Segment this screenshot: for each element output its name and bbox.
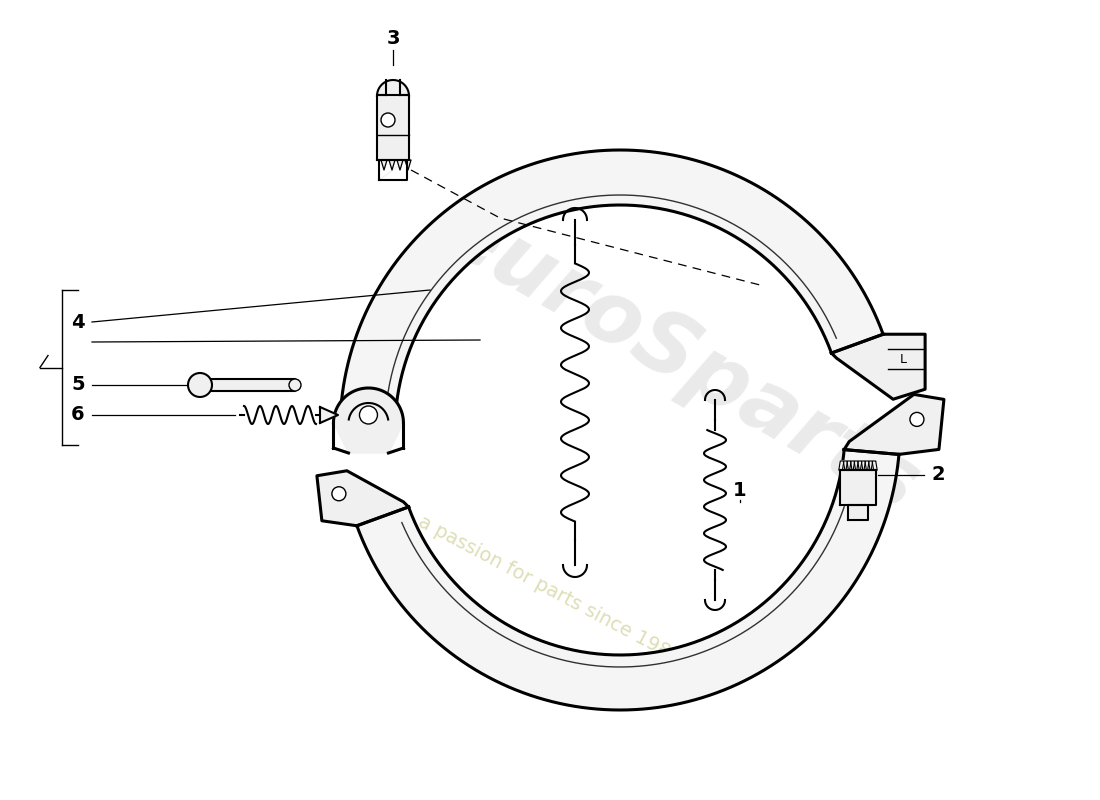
Text: 1: 1 (734, 481, 747, 499)
Polygon shape (849, 461, 856, 470)
Circle shape (381, 113, 395, 127)
Polygon shape (320, 407, 338, 423)
Text: a passion for parts since 1985: a passion for parts since 1985 (416, 512, 684, 668)
Text: 4: 4 (72, 313, 85, 331)
Text: 2: 2 (932, 466, 945, 485)
Circle shape (289, 379, 301, 391)
Circle shape (332, 486, 345, 501)
Polygon shape (868, 461, 873, 470)
Polygon shape (381, 160, 387, 170)
Text: L: L (900, 353, 906, 366)
Polygon shape (341, 150, 883, 410)
Text: 6: 6 (72, 406, 85, 425)
Circle shape (360, 406, 377, 424)
Text: 3: 3 (386, 29, 399, 47)
Polygon shape (844, 394, 944, 454)
Polygon shape (333, 423, 404, 453)
Polygon shape (389, 160, 395, 170)
Polygon shape (379, 160, 407, 180)
Polygon shape (848, 505, 868, 520)
Polygon shape (857, 461, 862, 470)
Polygon shape (839, 461, 845, 470)
Polygon shape (377, 95, 409, 160)
Polygon shape (871, 461, 877, 470)
Polygon shape (832, 334, 925, 399)
Polygon shape (854, 461, 859, 470)
Polygon shape (397, 160, 403, 170)
Polygon shape (860, 461, 867, 470)
Polygon shape (200, 379, 295, 391)
Polygon shape (356, 450, 899, 710)
Polygon shape (377, 80, 409, 96)
Text: euroSparts: euroSparts (427, 190, 934, 530)
Polygon shape (846, 461, 852, 470)
Polygon shape (840, 470, 876, 505)
Circle shape (188, 373, 212, 397)
Polygon shape (333, 388, 404, 423)
Polygon shape (317, 470, 408, 526)
Circle shape (910, 413, 924, 426)
Text: 5: 5 (72, 375, 85, 394)
Polygon shape (864, 461, 870, 470)
Polygon shape (843, 461, 848, 470)
Polygon shape (405, 160, 411, 170)
